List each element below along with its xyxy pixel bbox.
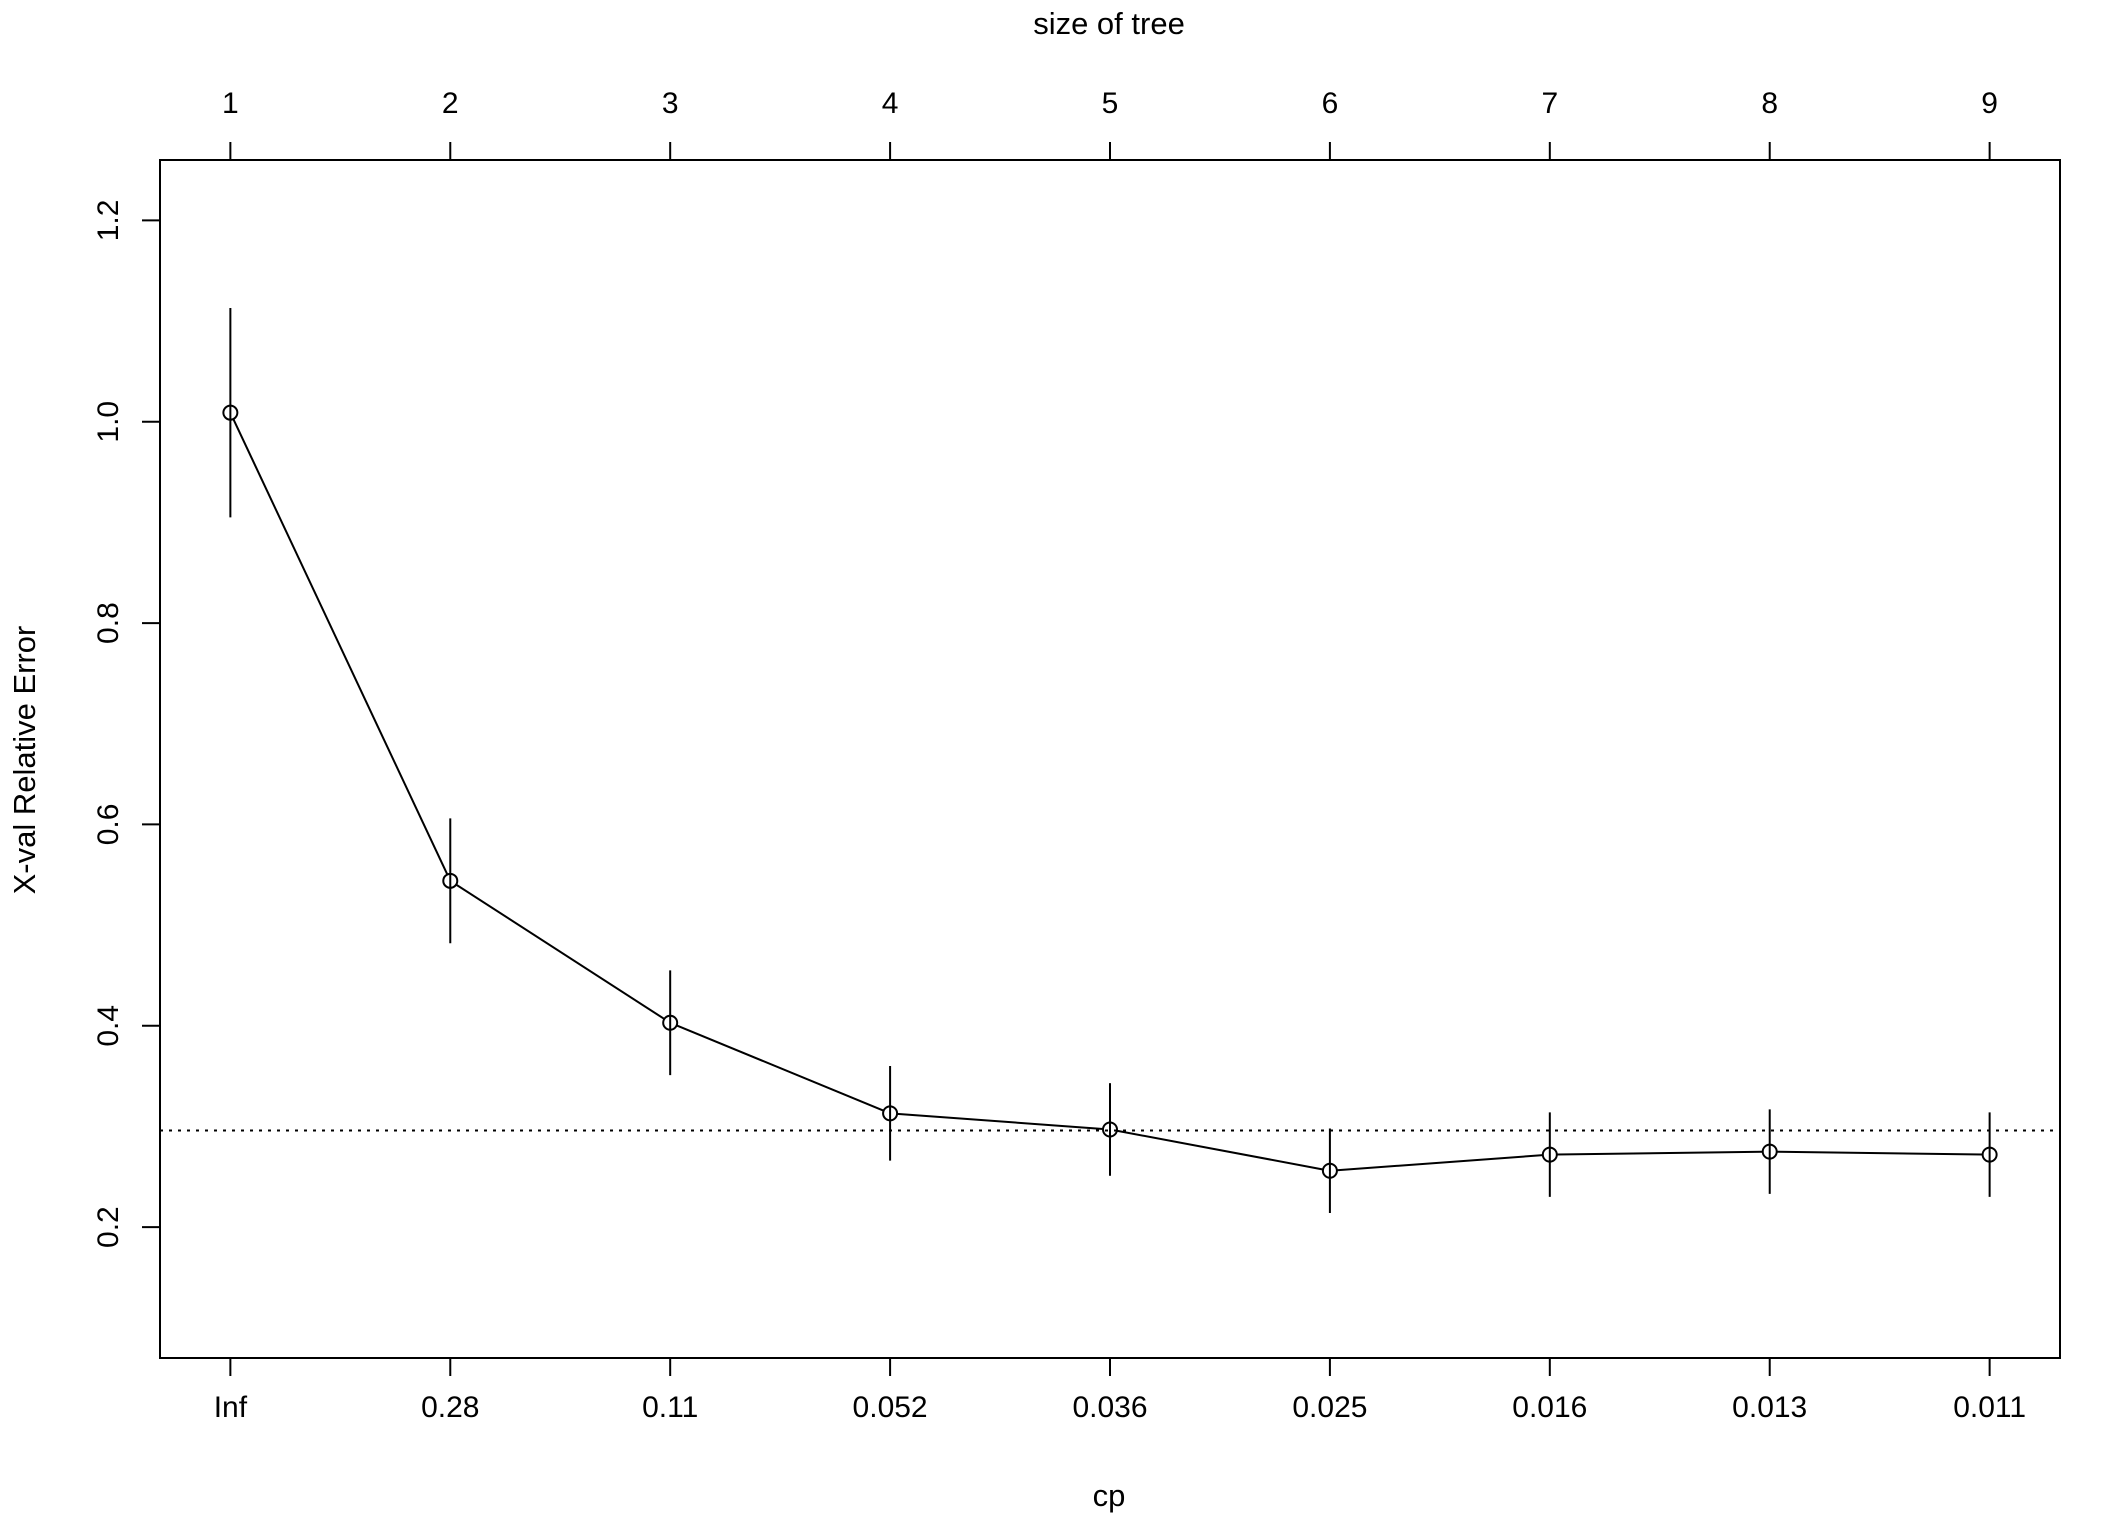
series-segment xyxy=(1556,1150,1763,1156)
data-point xyxy=(1761,1143,1778,1160)
y-axis-title: X-val Relative Error xyxy=(7,626,42,895)
top-tick-label: 7 xyxy=(1541,87,1558,120)
x-tick-label: 0.016 xyxy=(1512,1391,1587,1424)
data-point xyxy=(1321,1162,1338,1179)
series-segment xyxy=(232,418,449,875)
x-tick-label: 0.013 xyxy=(1732,1391,1807,1424)
series-segment xyxy=(1776,1150,1983,1156)
bottom-axis: Inf 0.28 0.11 0.052 0.036 0.025 0.016 0.013 0.01… xyxy=(214,1357,2026,1424)
data-point xyxy=(1541,1146,1558,1163)
x-tick-label: 0.011 xyxy=(1953,1391,2026,1424)
top-tick-label: 3 xyxy=(662,87,679,120)
y-tick-label: 0.8 xyxy=(92,602,125,644)
top-tick-label: 2 xyxy=(442,87,459,120)
y-tick-label: 0.4 xyxy=(92,1005,125,1047)
top-axis: 1 2 3 4 5 6 7 8 9 xyxy=(222,87,1998,161)
data-point xyxy=(662,1014,679,1031)
x-tick-label: 0.11 xyxy=(642,1391,698,1424)
top-tick-label: 8 xyxy=(1761,87,1778,120)
series-segment xyxy=(897,1112,1104,1130)
series-segment xyxy=(455,883,665,1020)
x-axis-title: cp xyxy=(1093,1478,1126,1513)
x-tick-label: 0.052 xyxy=(853,1391,928,1424)
y-tick-label: 1.2 xyxy=(92,200,125,242)
x-tick-label: 0.28 xyxy=(421,1391,479,1424)
top-tick-label: 9 xyxy=(1981,87,1998,120)
top-tick-label: 5 xyxy=(1102,87,1119,120)
plot-content xyxy=(160,307,2060,1214)
x-tick-label: 0.025 xyxy=(1292,1391,1367,1424)
top-tick-label: 6 xyxy=(1322,87,1339,120)
plot-frame xyxy=(159,159,2061,1359)
y-tick-label: 0.6 xyxy=(92,804,125,846)
data-point xyxy=(882,1105,899,1122)
series-segment xyxy=(676,1024,885,1112)
x-tick-label: Inf xyxy=(214,1391,248,1424)
data-point xyxy=(1981,1146,1998,1163)
series-segment xyxy=(1336,1154,1543,1172)
y-tick-label: 0.2 xyxy=(92,1206,125,1248)
left-axis: 0.2 0.4 0.6 0.8 1.0 1.2 xyxy=(92,200,161,1248)
x-tick-label: 0.036 xyxy=(1072,1391,1147,1424)
top-tick-label: 4 xyxy=(882,87,899,120)
data-point xyxy=(442,872,459,889)
data-point xyxy=(222,404,239,421)
data-point xyxy=(1102,1121,1118,1138)
top-axis-title: size of tree xyxy=(1033,6,1185,41)
y-tick-label: 1.0 xyxy=(92,401,125,443)
series-segment xyxy=(1116,1129,1324,1171)
top-tick-label: 1 xyxy=(222,87,239,120)
